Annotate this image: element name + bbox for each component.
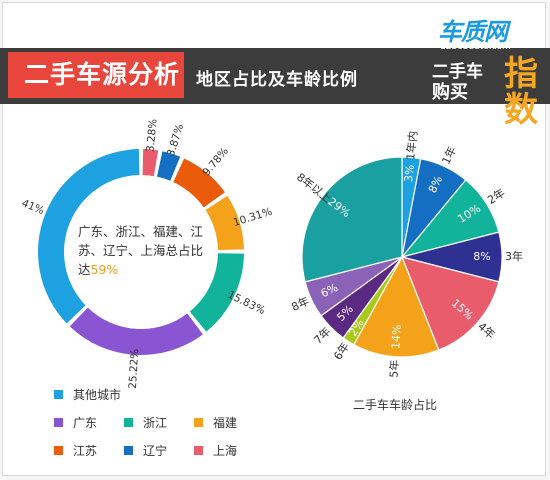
pie-value-label-5: 14% — [389, 324, 404, 349]
donut-center-text: 广东、浙江、福建、江 苏、辽宁、上海总占比 达59% — [78, 222, 208, 279]
donut-segment-0[interactable] — [38, 149, 140, 324]
legend-label-6: 上海 — [213, 444, 238, 458]
center-text-value: 59% — [90, 262, 119, 277]
donut-label-2: 15.83% — [226, 289, 267, 317]
pie-category-label-6: 6年 — [330, 340, 351, 363]
donut-segment-5[interactable] — [157, 151, 181, 181]
logo-accent-1: 指 — [504, 54, 538, 94]
pie-category-label-2: 2年 — [485, 185, 508, 206]
legend-item-0: 其他城市 — [54, 388, 121, 402]
pie-slice-4[interactable] — [401, 256, 500, 351]
pie-slice-9[interactable] — [301, 156, 403, 283]
donut-label-1: 25.22% — [127, 348, 141, 389]
pie-value-label-0: 3% — [402, 164, 417, 183]
legend-swatch-3 — [194, 418, 203, 427]
center-text-line-3: 达59% — [78, 260, 208, 279]
pie-category-label-5: 5年 — [386, 359, 401, 378]
legend-item-6: 上海 — [194, 444, 237, 458]
pie-caption: 二手车车龄占比 — [352, 398, 437, 412]
pie-category-label-8: 8年 — [289, 294, 311, 314]
logo-line-2: 购买 — [432, 82, 468, 103]
donut-segment-2[interactable] — [189, 253, 244, 332]
legend-item-4: 江苏 — [54, 444, 97, 458]
logo-brand-name: 车质网 — [438, 18, 508, 46]
logo-line-1: 二手车 — [432, 62, 483, 82]
logo-accent: 指 数 — [504, 56, 538, 128]
legend-item-5: 辽宁 — [124, 444, 167, 458]
pie-category-label-4: 4年 — [475, 319, 498, 341]
legend-label-4: 江苏 — [73, 444, 98, 458]
donut-label-6: 3.28% — [144, 118, 159, 152]
legend-swatch-5 — [124, 446, 133, 455]
donut-label-0: 41% — [20, 197, 46, 217]
pie-value-label-3: 8% — [473, 250, 490, 263]
donut-segment-1[interactable] — [69, 307, 203, 355]
legend-item-2: 浙江 — [124, 416, 167, 430]
brand-logo: 车质网 12365auto.com 二手车 购买 指 数 — [418, 4, 548, 128]
donut-label-4: 9.78% — [200, 145, 231, 178]
donut-label-5: 3.87% — [165, 122, 186, 157]
center-text-line-1: 广东、浙江、福建、江 — [78, 224, 204, 239]
legend-swatch-4 — [54, 446, 63, 455]
legend-swatch-1 — [54, 418, 63, 427]
pie-category-label-1: 1年 — [439, 144, 459, 166]
center-text-line-2: 苏、辽宁、上海总占比 — [78, 243, 204, 258]
donut-legend: 其他城市广东 浙江 福建江苏 辽宁 上海 — [54, 388, 304, 468]
legend-item-3: 福建 — [194, 416, 237, 430]
legend-item-1: 广东 — [54, 416, 97, 430]
donut-segment-6[interactable] — [142, 149, 159, 177]
pie-category-label-7: 7年 — [311, 324, 334, 347]
donut-label-3: 10.31% — [232, 206, 274, 229]
legend-label-1: 广东 — [73, 416, 98, 430]
legend-label-5: 辽宁 — [143, 444, 168, 458]
legend-label-0: 其他城市 — [73, 388, 122, 402]
legend-swatch-2 — [124, 418, 133, 427]
pie-category-label-0: 1年内 — [403, 130, 420, 160]
logo-url: 12365auto.com — [440, 42, 511, 52]
logo-accent-2: 数 — [504, 90, 538, 130]
page-subtitle: 地区占比及车龄比例 — [196, 70, 358, 90]
donut-segment-3[interactable] — [205, 195, 244, 251]
pie-slice-5[interactable] — [353, 255, 440, 358]
pie-category-label-9: 8年以上 — [294, 170, 334, 206]
donut-segment-4[interactable] — [173, 158, 225, 208]
legend-swatch-0 — [54, 390, 63, 399]
center-text-prefix: 达 — [78, 262, 91, 277]
pie-category-label-3: 3年 — [505, 249, 523, 263]
legend-label-3: 福建 — [213, 416, 238, 430]
legend-label-2: 浙江 — [143, 416, 168, 430]
legend-swatch-6 — [194, 446, 203, 455]
page-title: 二手车源分析 — [8, 52, 184, 98]
